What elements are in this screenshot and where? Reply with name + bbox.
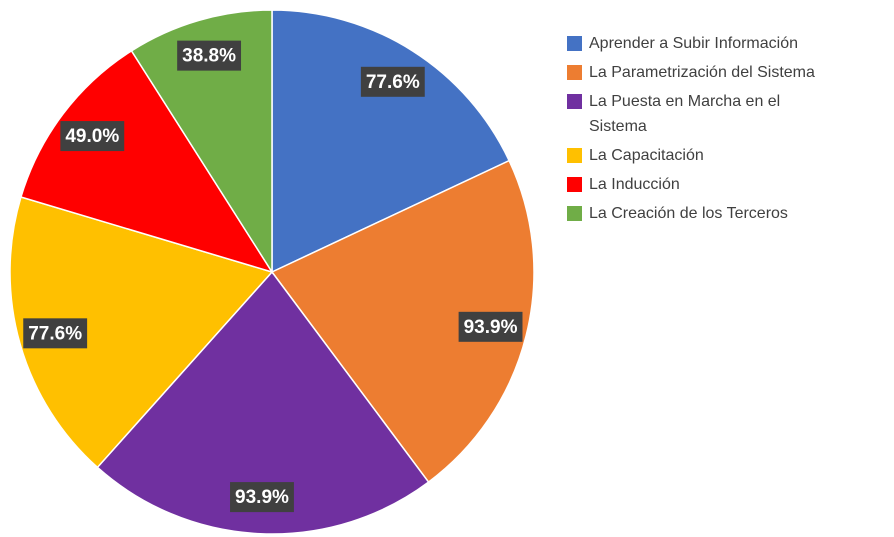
data-label: 93.9% <box>230 482 294 513</box>
pie-slice <box>270 159 535 484</box>
legend-label: La Capacitación <box>589 147 704 164</box>
legend-line: Sistema <box>589 118 647 135</box>
data-label: 93.9% <box>458 311 523 342</box>
legend-swatch <box>567 36 582 51</box>
legend-line: La Puesta en Marcha en el <box>589 93 780 110</box>
data-label-text: 38.8% <box>182 46 236 67</box>
data-label-box <box>458 311 523 342</box>
data-label-text: 77.6% <box>366 72 420 93</box>
data-label: 38.8% <box>177 40 242 71</box>
pie-slice <box>130 9 273 275</box>
legend-label: La Puesta en Marcha en el Sistema <box>589 93 780 135</box>
data-label-text: 93.9% <box>464 317 518 338</box>
legend-swatch <box>567 65 582 80</box>
data-label: 49.0% <box>60 121 125 152</box>
legend-label: La Parametrización del Sistema <box>589 64 815 81</box>
legend-label: Aprender a Subir Información <box>589 35 798 52</box>
pie-slice <box>271 9 511 274</box>
data-label: 77.6% <box>23 318 88 349</box>
pie-slice <box>20 49 274 274</box>
data-label-box <box>23 318 88 349</box>
legend-swatch <box>567 148 582 163</box>
data-label-box <box>60 121 125 152</box>
legend-swatch <box>567 94 582 109</box>
data-label-box <box>360 66 425 97</box>
pie-slice <box>96 270 430 535</box>
data-label-box <box>230 482 294 513</box>
data-label: 77.6% <box>360 66 425 97</box>
pie-slice <box>9 196 274 469</box>
data-label-text: 49.0% <box>65 126 119 147</box>
data-label-text: 93.9% <box>235 487 289 508</box>
legend-swatch <box>567 206 582 221</box>
legend-label: La Inducción <box>589 176 680 193</box>
data-label-text: 77.6% <box>28 323 82 344</box>
legend-label: La Creación de los Terceros <box>589 205 788 222</box>
data-label-box <box>177 40 242 71</box>
legend-swatch <box>567 177 582 192</box>
